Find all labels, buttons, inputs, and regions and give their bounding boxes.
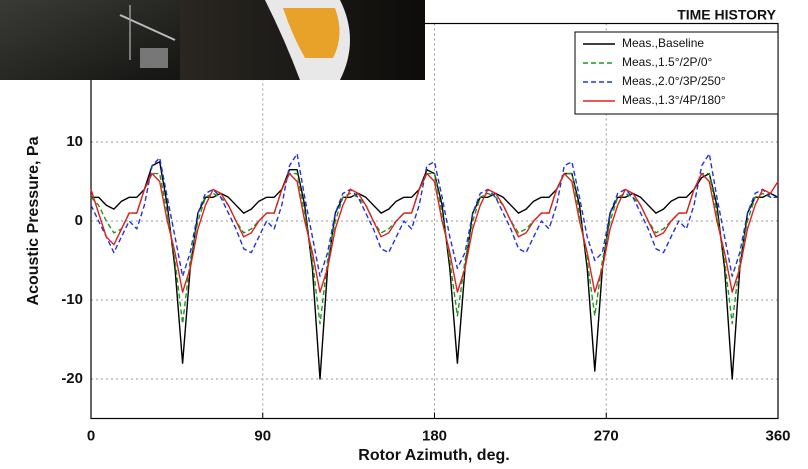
legend: Meas.,Baseline Meas.,1.5°/2P/0° Meas.,2.0°… <box>574 31 779 115</box>
plot-frame <box>90 22 779 420</box>
series-line <box>90 153 778 277</box>
legend-label: Meas.,Baseline <box>622 36 704 50</box>
series-line <box>90 172 779 293</box>
x-tick-label: 0 <box>87 427 95 444</box>
y-tick-label: -10 <box>61 291 83 308</box>
y-axis-label: Acoustic Pressure, Pa <box>25 136 42 305</box>
x-tick-label: 270 <box>594 427 619 444</box>
legend-label: Meas.,2.0°/3P/250° <box>622 74 726 88</box>
legend-label: Meas.,1.3°/4P/180° <box>622 93 726 107</box>
photo-inset <box>0 0 425 80</box>
photo-detail <box>119 14 176 41</box>
y-tick-label: 0 <box>75 212 83 229</box>
x-tick-label: 90 <box>254 427 271 444</box>
legend-label: Meas.,1.5°/2P/0° <box>622 55 713 69</box>
y-tick-label: 10 <box>66 133 83 150</box>
x-tick-label: 360 <box>765 427 790 444</box>
series-line <box>90 172 778 325</box>
photo-detail <box>283 8 340 58</box>
chart-title: TIME HISTORY <box>677 7 776 23</box>
x-tick-label: 180 <box>422 427 447 444</box>
plot-layer: -20 -10 0 10 0 90 180 270 360 <box>61 22 791 444</box>
x-axis-label: Rotor Azimuth, deg. <box>358 447 509 464</box>
photo-detail <box>140 48 168 68</box>
y-tick-label: -20 <box>61 370 83 387</box>
